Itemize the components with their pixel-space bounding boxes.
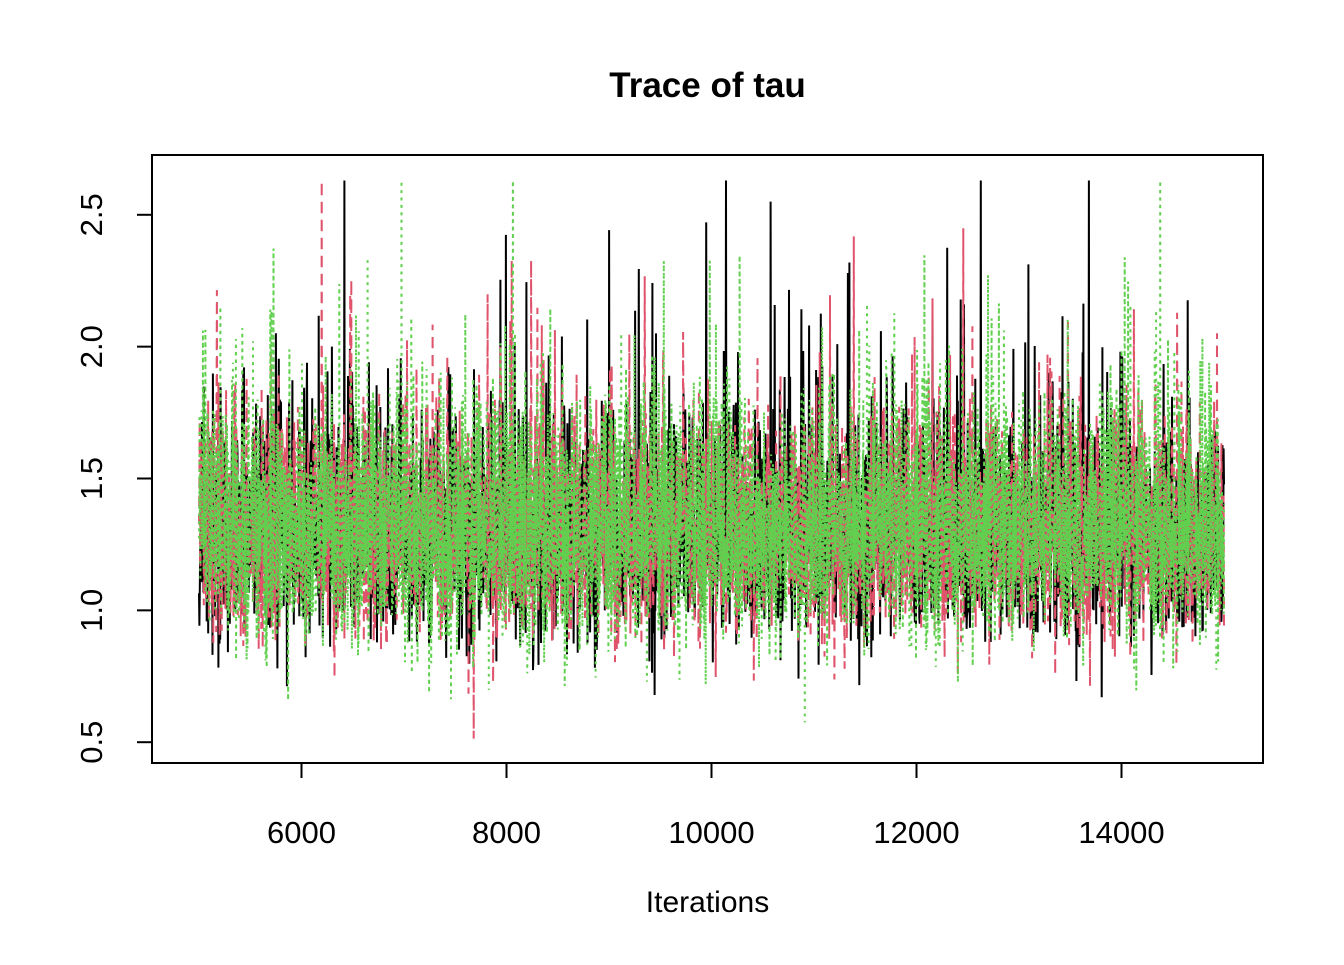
x-tick-label: 10000 bbox=[668, 815, 754, 850]
y-tick-label: 1.5 bbox=[74, 457, 109, 500]
x-tick-label: 14000 bbox=[1078, 815, 1164, 850]
plot-title: Trace of tau bbox=[609, 66, 805, 105]
plot-border bbox=[151, 154, 1264, 764]
x-axis-label: Iterations bbox=[646, 886, 769, 919]
y-tick-label: 0.5 bbox=[74, 721, 109, 764]
x-tick-label: 6000 bbox=[267, 815, 336, 850]
y-tick-label: 1.0 bbox=[74, 589, 109, 632]
y-tick-label: 2.5 bbox=[74, 193, 109, 236]
trace-lines bbox=[198, 180, 1225, 739]
axes: 6000 8000 10000 12000 14000 0.5 1.0 1.5 2.0 2.5 bbox=[74, 193, 1165, 850]
trace-chain-2 bbox=[198, 180, 1225, 739]
x-tick-label: 12000 bbox=[873, 815, 959, 850]
x-tick-label: 8000 bbox=[472, 815, 541, 850]
y-tick-label: 2.0 bbox=[74, 325, 109, 368]
trace-chain-3 bbox=[198, 180, 1225, 723]
